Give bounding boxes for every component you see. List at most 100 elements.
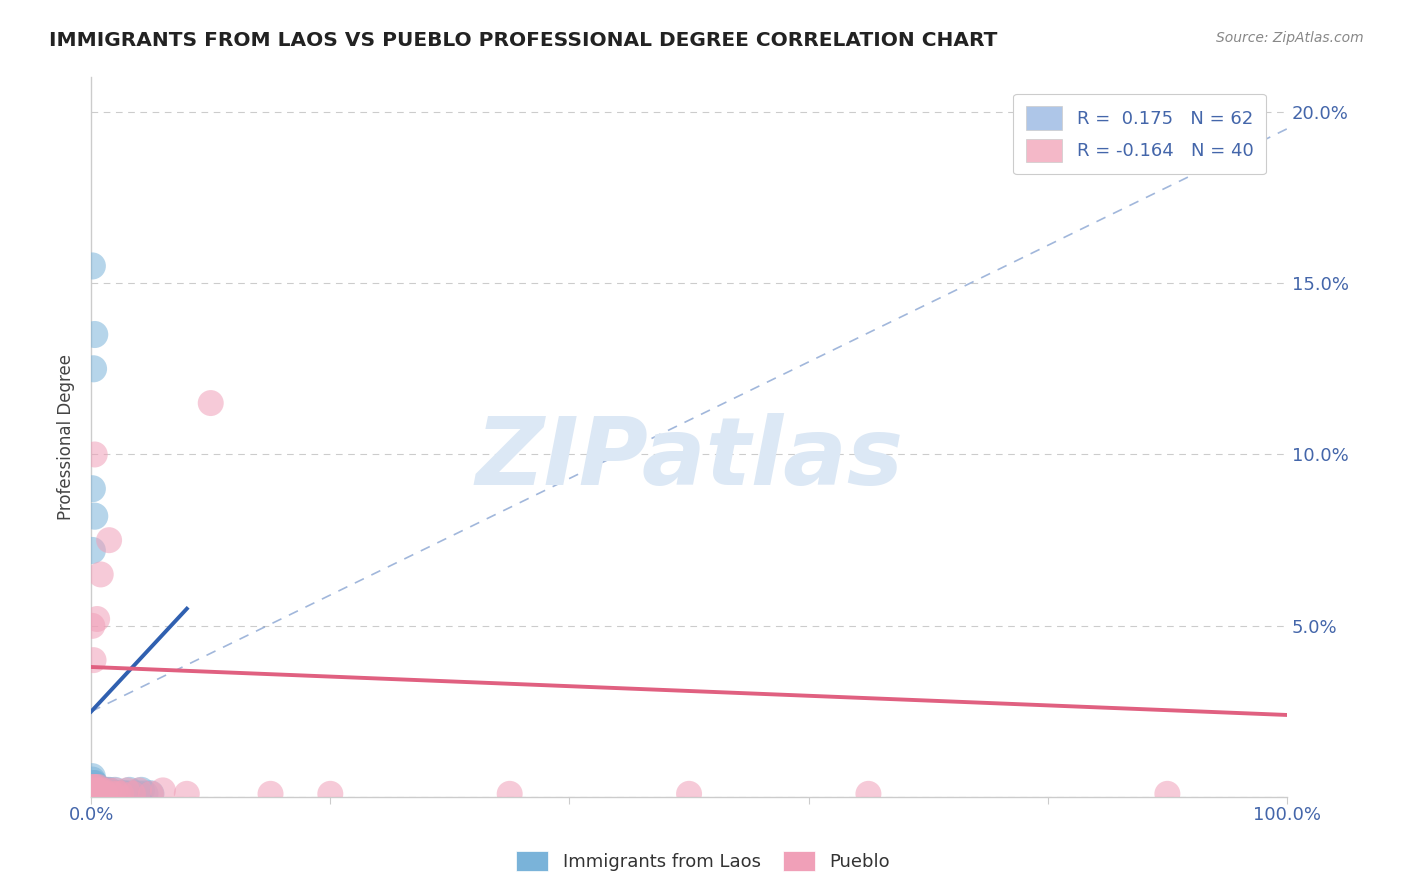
- Point: [86, 787, 108, 801]
- Text: 0.0%: 0.0%: [69, 805, 114, 824]
- Point: [94, 787, 117, 801]
- Point: [86, 783, 108, 797]
- Point: [104, 787, 127, 801]
- Point: [83, 361, 105, 376]
- Point: [107, 787, 129, 801]
- Legend: R =  0.175   N = 62, R = -0.164   N = 40: R = 0.175 N = 62, R = -0.164 N = 40: [1014, 94, 1265, 174]
- Point: [259, 787, 281, 801]
- Point: [84, 780, 107, 794]
- Point: [93, 787, 115, 801]
- Text: IMMIGRANTS FROM LAOS VS PUEBLO PROFESSIONAL DEGREE CORRELATION CHART: IMMIGRANTS FROM LAOS VS PUEBLO PROFESSIO…: [49, 31, 998, 50]
- Point: [83, 787, 105, 801]
- Point: [82, 619, 104, 633]
- Y-axis label: Professional Degree: Professional Degree: [58, 354, 75, 520]
- Point: [89, 783, 111, 797]
- Point: [82, 780, 104, 794]
- Point: [83, 783, 105, 797]
- Point: [107, 787, 129, 801]
- Text: 100.0%: 100.0%: [1253, 805, 1322, 824]
- Point: [101, 787, 124, 801]
- Point: [98, 787, 121, 801]
- Point: [104, 783, 127, 797]
- Point: [128, 787, 150, 801]
- Point: [118, 783, 141, 797]
- Point: [94, 787, 117, 801]
- Point: [87, 783, 110, 797]
- Point: [98, 533, 121, 548]
- Point: [82, 783, 104, 797]
- Point: [83, 787, 105, 801]
- Point: [83, 787, 105, 801]
- Point: [84, 783, 107, 797]
- Point: [90, 787, 112, 801]
- Text: Source: ZipAtlas.com: Source: ZipAtlas.com: [1216, 31, 1364, 45]
- Point: [83, 783, 105, 797]
- Point: [90, 787, 112, 801]
- Legend: Immigrants from Laos, Pueblo: Immigrants from Laos, Pueblo: [509, 844, 897, 879]
- Point: [83, 776, 105, 790]
- Text: ZIPatlas: ZIPatlas: [475, 413, 903, 505]
- Point: [86, 783, 108, 797]
- Point: [122, 787, 145, 801]
- Point: [134, 787, 156, 801]
- Point: [319, 787, 342, 801]
- Point: [200, 396, 222, 410]
- Point: [82, 787, 104, 801]
- Point: [139, 787, 162, 801]
- Point: [114, 787, 136, 801]
- Point: [110, 787, 132, 801]
- Point: [83, 783, 105, 797]
- Point: [83, 783, 105, 797]
- Point: [82, 776, 104, 790]
- Point: [858, 787, 880, 801]
- Point: [84, 780, 107, 794]
- Point: [82, 543, 104, 558]
- Point: [87, 780, 110, 794]
- Point: [91, 783, 114, 797]
- Point: [1156, 787, 1178, 801]
- Point: [82, 787, 104, 801]
- Point: [90, 567, 112, 582]
- Point: [84, 787, 107, 801]
- Point: [87, 787, 110, 801]
- Point: [115, 783, 138, 797]
- Point: [152, 783, 174, 797]
- Point: [98, 783, 121, 797]
- Point: [86, 612, 108, 626]
- Point: [139, 787, 162, 801]
- Point: [499, 787, 522, 801]
- Point: [83, 780, 105, 794]
- Point: [90, 787, 112, 801]
- Point: [98, 783, 121, 797]
- Point: [101, 787, 124, 801]
- Point: [115, 787, 138, 801]
- Point: [84, 787, 107, 801]
- Point: [176, 787, 198, 801]
- Point: [82, 773, 104, 788]
- Point: [82, 780, 104, 794]
- Point: [86, 787, 108, 801]
- Point: [98, 787, 121, 801]
- Point: [82, 787, 104, 801]
- Point: [90, 783, 112, 797]
- Point: [84, 783, 107, 797]
- Point: [104, 783, 127, 797]
- Point: [83, 776, 105, 790]
- Point: [89, 783, 111, 797]
- Point: [91, 783, 114, 797]
- Point: [84, 787, 107, 801]
- Point: [83, 509, 105, 524]
- Point: [90, 787, 112, 801]
- Point: [96, 783, 118, 797]
- Point: [82, 770, 104, 784]
- Point: [87, 787, 110, 801]
- Point: [82, 259, 104, 273]
- Point: [122, 787, 145, 801]
- Point: [128, 783, 150, 797]
- Point: [110, 787, 132, 801]
- Point: [82, 482, 104, 496]
- Point: [83, 780, 105, 794]
- Point: [86, 780, 108, 794]
- Point: [90, 783, 112, 797]
- Point: [89, 787, 111, 801]
